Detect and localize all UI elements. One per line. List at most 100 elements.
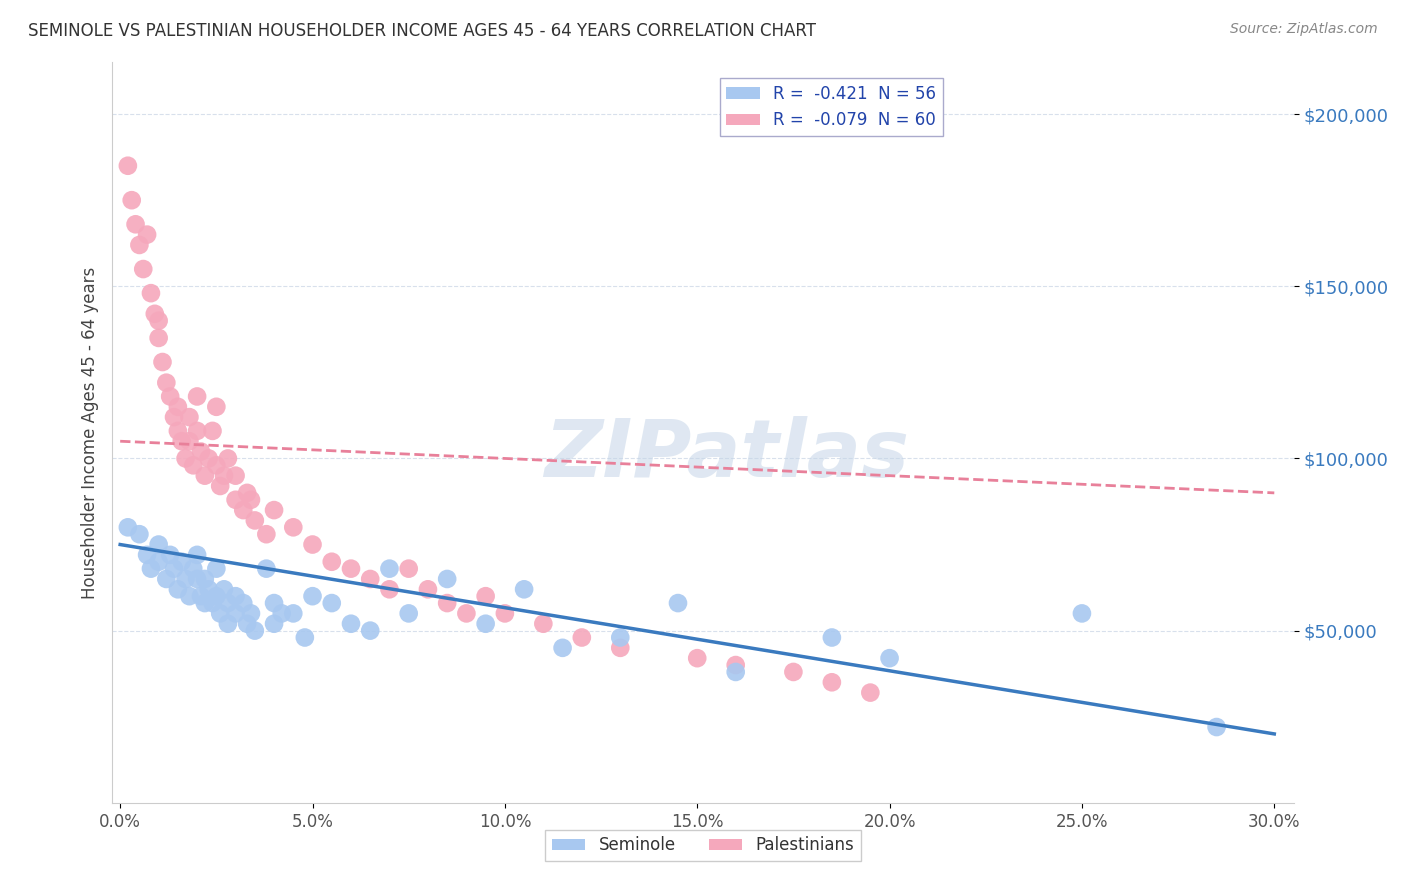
Point xyxy=(263,503,285,517)
Point xyxy=(782,665,804,679)
Point xyxy=(609,640,631,655)
Point xyxy=(551,640,574,655)
Point xyxy=(155,376,177,390)
Point xyxy=(117,520,139,534)
Point xyxy=(163,410,186,425)
Point xyxy=(301,589,323,603)
Point xyxy=(217,596,239,610)
Point xyxy=(205,589,228,603)
Point xyxy=(225,589,247,603)
Point xyxy=(201,424,224,438)
Point xyxy=(294,631,316,645)
Point xyxy=(378,561,401,575)
Point xyxy=(263,616,285,631)
Point xyxy=(236,616,259,631)
Point xyxy=(243,624,266,638)
Point xyxy=(163,561,186,575)
Point xyxy=(254,561,277,575)
Point xyxy=(190,444,212,458)
Y-axis label: Householder Income Ages 45 - 64 years: Householder Income Ages 45 - 64 years xyxy=(80,267,98,599)
Point xyxy=(821,631,844,645)
Point xyxy=(186,424,208,438)
Point xyxy=(148,314,170,328)
Point xyxy=(283,520,305,534)
Point xyxy=(1205,720,1227,734)
Point xyxy=(340,616,363,631)
Point xyxy=(179,434,201,449)
Point xyxy=(879,651,901,665)
Point xyxy=(724,658,747,673)
Point xyxy=(136,227,159,242)
Point xyxy=(321,555,343,569)
Point xyxy=(456,607,478,621)
Point xyxy=(474,616,496,631)
Point xyxy=(232,503,254,517)
Point xyxy=(179,589,201,603)
Text: SEMINOLE VS PALESTINIAN HOUSEHOLDER INCOME AGES 45 - 64 YEARS CORRELATION CHART: SEMINOLE VS PALESTINIAN HOUSEHOLDER INCO… xyxy=(28,22,815,40)
Point xyxy=(124,217,146,231)
Point xyxy=(225,492,247,507)
Point xyxy=(159,389,181,403)
Point xyxy=(1071,607,1094,621)
Point xyxy=(398,607,420,621)
Point xyxy=(474,589,496,603)
Point xyxy=(186,389,208,403)
Point xyxy=(205,561,228,575)
Point xyxy=(128,238,150,252)
Point xyxy=(340,561,363,575)
Point xyxy=(194,468,217,483)
Point xyxy=(148,555,170,569)
Point xyxy=(359,572,381,586)
Point xyxy=(686,651,709,665)
Point xyxy=(359,624,381,638)
Point xyxy=(194,596,217,610)
Point xyxy=(212,582,235,597)
Point xyxy=(132,262,155,277)
Text: Source: ZipAtlas.com: Source: ZipAtlas.com xyxy=(1230,22,1378,37)
Point xyxy=(378,582,401,597)
Point xyxy=(416,582,439,597)
Point xyxy=(148,331,170,345)
Point xyxy=(243,513,266,527)
Point xyxy=(170,555,193,569)
Point xyxy=(209,479,232,493)
Point xyxy=(170,434,193,449)
Point xyxy=(139,561,162,575)
Point xyxy=(494,607,516,621)
Point xyxy=(181,561,204,575)
Point xyxy=(321,596,343,610)
Point xyxy=(724,665,747,679)
Point xyxy=(240,607,263,621)
Point xyxy=(174,572,197,586)
Point xyxy=(436,596,458,610)
Point xyxy=(197,582,219,597)
Point xyxy=(194,572,217,586)
Point xyxy=(197,451,219,466)
Point xyxy=(205,400,228,414)
Point xyxy=(148,537,170,551)
Point xyxy=(821,675,844,690)
Point xyxy=(398,561,420,575)
Point xyxy=(571,631,593,645)
Point xyxy=(217,451,239,466)
Point xyxy=(232,596,254,610)
Point xyxy=(225,468,247,483)
Point xyxy=(186,548,208,562)
Point xyxy=(121,193,143,207)
Point xyxy=(152,355,174,369)
Point xyxy=(859,685,882,699)
Point xyxy=(531,616,554,631)
Point xyxy=(117,159,139,173)
Point xyxy=(136,548,159,562)
Point xyxy=(217,616,239,631)
Point xyxy=(254,527,277,541)
Point xyxy=(167,582,190,597)
Point xyxy=(159,548,181,562)
Point xyxy=(513,582,536,597)
Legend: Seminole, Palestinians: Seminole, Palestinians xyxy=(546,830,860,861)
Point xyxy=(270,607,292,621)
Point xyxy=(181,458,204,473)
Point xyxy=(186,572,208,586)
Point xyxy=(128,527,150,541)
Point xyxy=(609,631,631,645)
